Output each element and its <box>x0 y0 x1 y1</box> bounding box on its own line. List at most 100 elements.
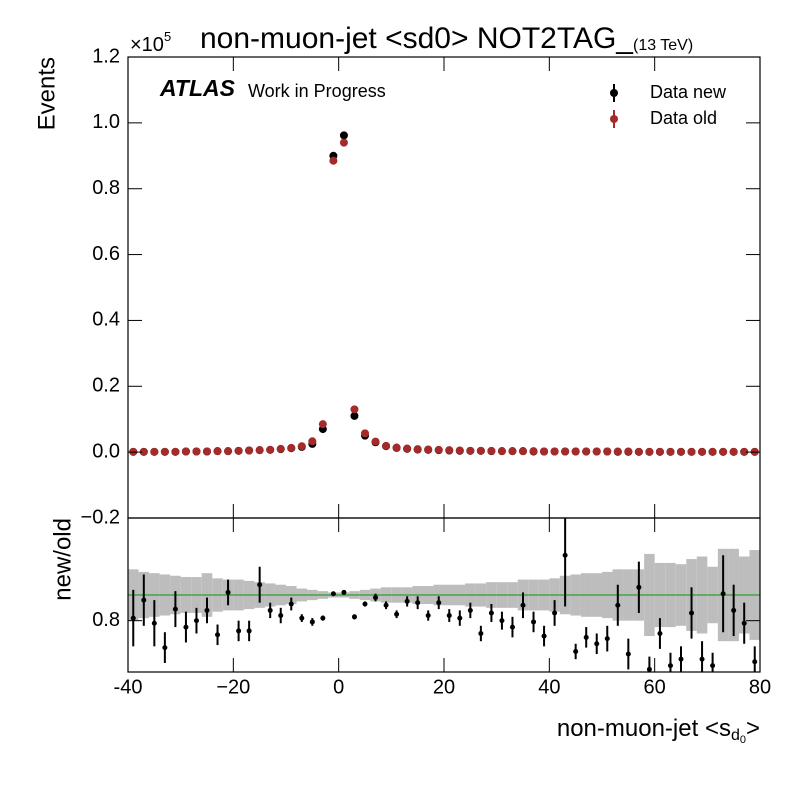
data-point <box>519 447 527 456</box>
data-point <box>550 447 559 456</box>
data-point <box>255 446 264 455</box>
data-point <box>509 624 515 630</box>
data-point <box>455 446 464 455</box>
x-label-subsub: 0 <box>740 734 746 746</box>
y-tick-label: 1.0 <box>92 111 120 133</box>
data-point <box>160 447 169 456</box>
data-point <box>288 601 294 607</box>
scale-label: ×105 <box>130 29 171 56</box>
data-point <box>624 447 633 456</box>
data-point <box>740 447 749 456</box>
title: non-muon-jet <sd0> NOT2TAG_ <box>200 22 634 55</box>
x-label-end: > <box>746 715 760 742</box>
data-point <box>383 602 389 608</box>
scale-exponent: 5 <box>164 29 171 44</box>
data-point <box>373 595 379 601</box>
data-point <box>404 598 410 604</box>
data-point <box>287 443 296 452</box>
data-point <box>752 659 758 665</box>
data-point <box>362 601 368 607</box>
data-point <box>341 589 347 595</box>
x-label-main: non-muon-jet <s <box>557 715 731 742</box>
data-point <box>266 445 275 454</box>
data-point <box>571 447 580 456</box>
y-tick-label: 0.0 <box>92 440 120 462</box>
data-point <box>529 447 538 456</box>
data-point <box>603 447 612 456</box>
data-point <box>394 611 400 617</box>
data-point <box>276 444 285 453</box>
x-tick-label: 20 <box>433 676 455 698</box>
legend-label: Data old <box>650 108 717 128</box>
data-point <box>552 610 558 616</box>
data-point <box>257 582 263 588</box>
legend-label: Data new <box>650 82 727 102</box>
data-point <box>698 447 707 456</box>
data-point <box>445 446 454 455</box>
data-point <box>382 441 391 450</box>
data-point <box>646 666 652 672</box>
data-point <box>476 446 485 455</box>
data-point <box>719 447 728 456</box>
subtitle: (13 TeV) <box>633 37 693 54</box>
data-point <box>371 437 380 446</box>
data-point <box>645 447 654 456</box>
data-point <box>729 447 738 456</box>
data-point <box>540 447 549 456</box>
data-point <box>699 656 705 662</box>
data-point <box>499 618 505 624</box>
data-point <box>731 607 737 613</box>
data-point <box>424 445 433 454</box>
data-point <box>130 615 136 621</box>
x-tick-label: 40 <box>538 676 560 698</box>
data-point <box>193 618 199 624</box>
data-point <box>613 447 622 456</box>
data-point <box>413 445 422 454</box>
data-point <box>446 613 452 619</box>
scale-base: ×10 <box>130 34 164 56</box>
y-tick-label: 0.6 <box>92 243 120 265</box>
data-point <box>741 620 747 626</box>
data-point <box>139 447 148 456</box>
data-point <box>350 411 359 420</box>
data-point <box>213 447 222 456</box>
experiment-label: ATLAS <box>159 75 236 101</box>
data-point <box>466 446 475 455</box>
data-point <box>708 447 717 456</box>
data-point <box>487 446 496 455</box>
x-tick-label: -40 <box>114 676 143 698</box>
ratio-y-axis-label: new/old <box>49 518 76 601</box>
data-point <box>318 420 327 429</box>
data-point <box>204 607 210 613</box>
data-point <box>425 613 431 619</box>
data-point <box>467 607 473 613</box>
x-label-sub: d <box>731 727 740 744</box>
data-point <box>689 610 695 616</box>
data-point <box>278 613 284 619</box>
data-point <box>392 443 401 452</box>
data-point <box>339 131 348 140</box>
data-point <box>582 447 591 456</box>
data-point <box>171 447 180 456</box>
data-point <box>520 602 526 608</box>
data-point <box>225 589 231 595</box>
data-point <box>561 447 570 456</box>
data-point <box>329 156 338 165</box>
data-point <box>320 615 326 621</box>
data-point <box>297 442 306 451</box>
data-point <box>497 447 506 456</box>
legend-marker <box>610 115 618 123</box>
data-point <box>234 446 243 455</box>
data-point <box>677 447 685 456</box>
data-point <box>192 447 201 456</box>
data-point <box>488 610 494 616</box>
data-point <box>666 447 675 456</box>
data-point <box>267 607 273 613</box>
data-point <box>215 632 221 638</box>
data-point <box>403 444 412 453</box>
data-point <box>615 602 621 608</box>
data-point <box>625 651 631 657</box>
data-point <box>308 437 317 446</box>
data-point <box>657 631 663 636</box>
data-point <box>478 631 484 636</box>
